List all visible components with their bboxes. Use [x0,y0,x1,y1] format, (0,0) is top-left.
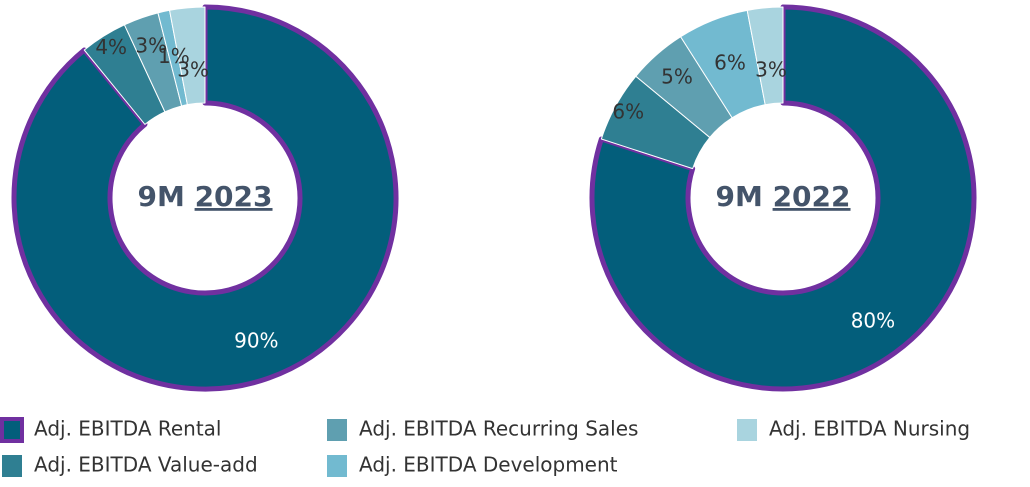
center-year: 2022 [773,180,851,213]
data-label: 1% [158,44,190,68]
pie-slice [589,4,977,392]
legend-label: Adj. EBITDA Development [359,453,618,477]
legend-swatch [0,417,24,443]
legend-swatch [327,455,347,477]
data-label: 90% [234,329,278,353]
data-label: 6% [714,51,746,75]
data-label: 80% [851,308,895,332]
legend-swatch [327,419,347,441]
data-label: 5% [661,64,693,88]
data-label: 3% [135,34,167,58]
center-title: 9M [715,180,762,213]
pie-slice [746,6,784,106]
center-label: 9M 2023 [137,180,272,213]
data-label: 3% [755,57,787,81]
center-year: 2023 [195,180,273,213]
data-label: 6% [612,99,644,123]
legend-swatch [737,419,757,441]
center-label: 9M 2022 [715,180,850,213]
legend-label: Adj. EBITDA Value-add [34,453,258,477]
legend-label: Adj. EBITDA Recurring Sales [359,417,638,441]
pie-slice [11,4,399,392]
center-title: 9M [137,180,184,213]
legend-swatch [2,455,22,477]
legend-label: Adj. EBITDA Nursing [769,417,970,441]
legend-label: Adj. EBITDA Rental [34,417,222,441]
pie-slice [169,6,206,106]
data-label: 3% [177,57,209,81]
data-label: 4% [95,35,127,59]
